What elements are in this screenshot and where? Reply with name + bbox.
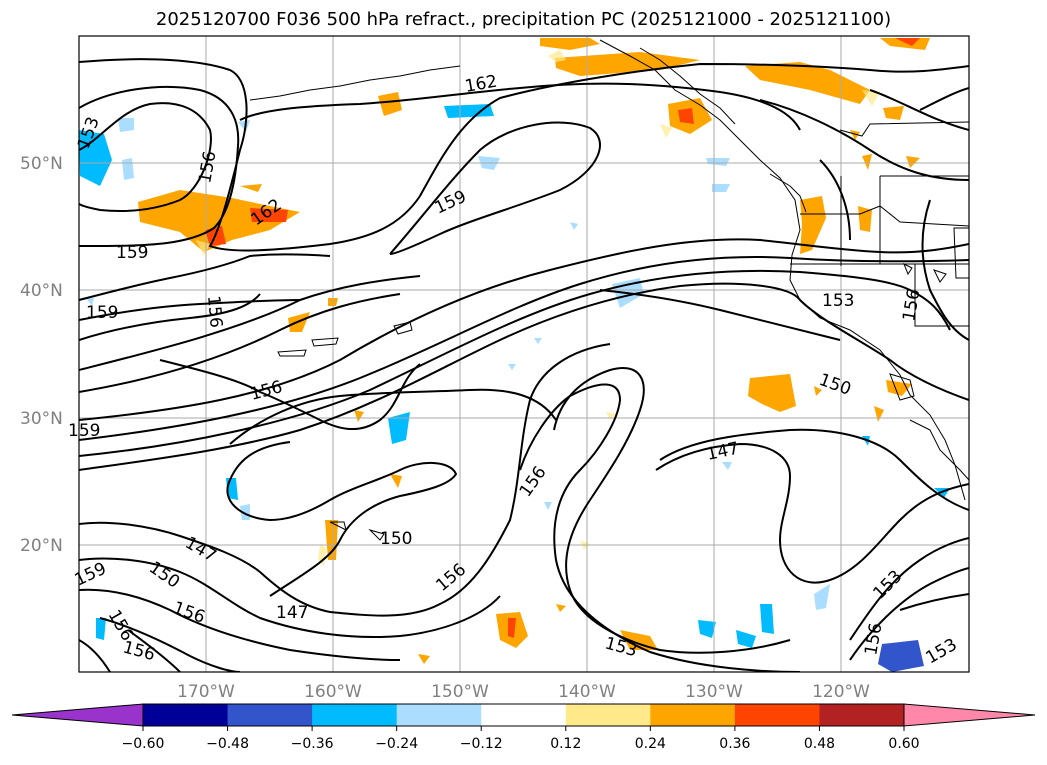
colorbar-tick-label: 0.12 — [550, 736, 581, 752]
lat-label: 30°N — [20, 409, 63, 429]
lon-label: 170°W — [177, 682, 235, 702]
colorbar-swatch — [734, 704, 820, 726]
map-title: 2025120700 F036 500 hPa refract., precip… — [155, 9, 892, 30]
colorbar-swatch — [396, 704, 482, 726]
colorbar-swatch — [819, 704, 905, 726]
lon-label: 120°W — [812, 682, 870, 702]
map-frame — [78, 35, 970, 673]
colorbar-tick-label: 0.48 — [804, 736, 835, 752]
colorbar-swatch — [650, 704, 736, 726]
colorbar-swatch — [565, 704, 651, 726]
latitude-labels: 50°N 40°N 30°N 20°N — [20, 154, 63, 556]
lon-label: 160°W — [304, 682, 362, 702]
contour-label: 159 — [86, 303, 118, 323]
colorbar-tick-label: 0.24 — [635, 736, 666, 752]
colorbar-swatch — [143, 704, 229, 726]
colorbar-extend-low — [11, 703, 144, 727]
contour-label: 147 — [276, 603, 308, 623]
colorbar-tick-label: 0.60 — [888, 736, 919, 752]
colorbar-swatch — [481, 704, 567, 726]
colorbar-outline — [142, 703, 905, 727]
coastlines — [249, 39, 969, 541]
colorbar: −0.60 −0.48 −0.36 −0.24 −0.12 0.12 0.24 0.36 0.4… — [11, 703, 1036, 752]
contour-label: 153 — [822, 291, 854, 311]
colorbar-tick-label: −0.60 — [122, 736, 165, 752]
lat-label: 20°N — [20, 536, 63, 556]
lon-label: 150°W — [431, 682, 489, 702]
colorbar-extend-high — [903, 703, 1036, 727]
contour-label: 159 — [68, 421, 100, 441]
contour-label: 150 — [380, 529, 412, 549]
lat-label: 50°N — [20, 154, 63, 174]
lon-label: 130°W — [685, 682, 743, 702]
colorbar-tick-label: −0.48 — [206, 736, 249, 752]
longitude-labels: 170°W 160°W 150°W 140°W 130°W 120°W — [177, 682, 870, 702]
contour-label: 156 — [203, 295, 226, 329]
colorbar-tick-label: 0.36 — [719, 736, 750, 752]
colorbar-tick-label: −0.36 — [291, 736, 334, 752]
refractivity-contours — [79, 58, 969, 672]
colorbar-swatch — [312, 704, 398, 726]
colorbar-tick-label: −0.24 — [375, 736, 418, 752]
lat-label: 40°N — [20, 281, 63, 301]
lon-label: 140°W — [558, 682, 616, 702]
colorbar-swatch — [227, 704, 313, 726]
map-panel — [79, 36, 969, 672]
colorbar-tick-label: −0.12 — [460, 736, 503, 752]
contour-label: 159 — [116, 243, 148, 263]
precip-light-areas — [196, 50, 880, 566]
graticule — [79, 36, 969, 672]
